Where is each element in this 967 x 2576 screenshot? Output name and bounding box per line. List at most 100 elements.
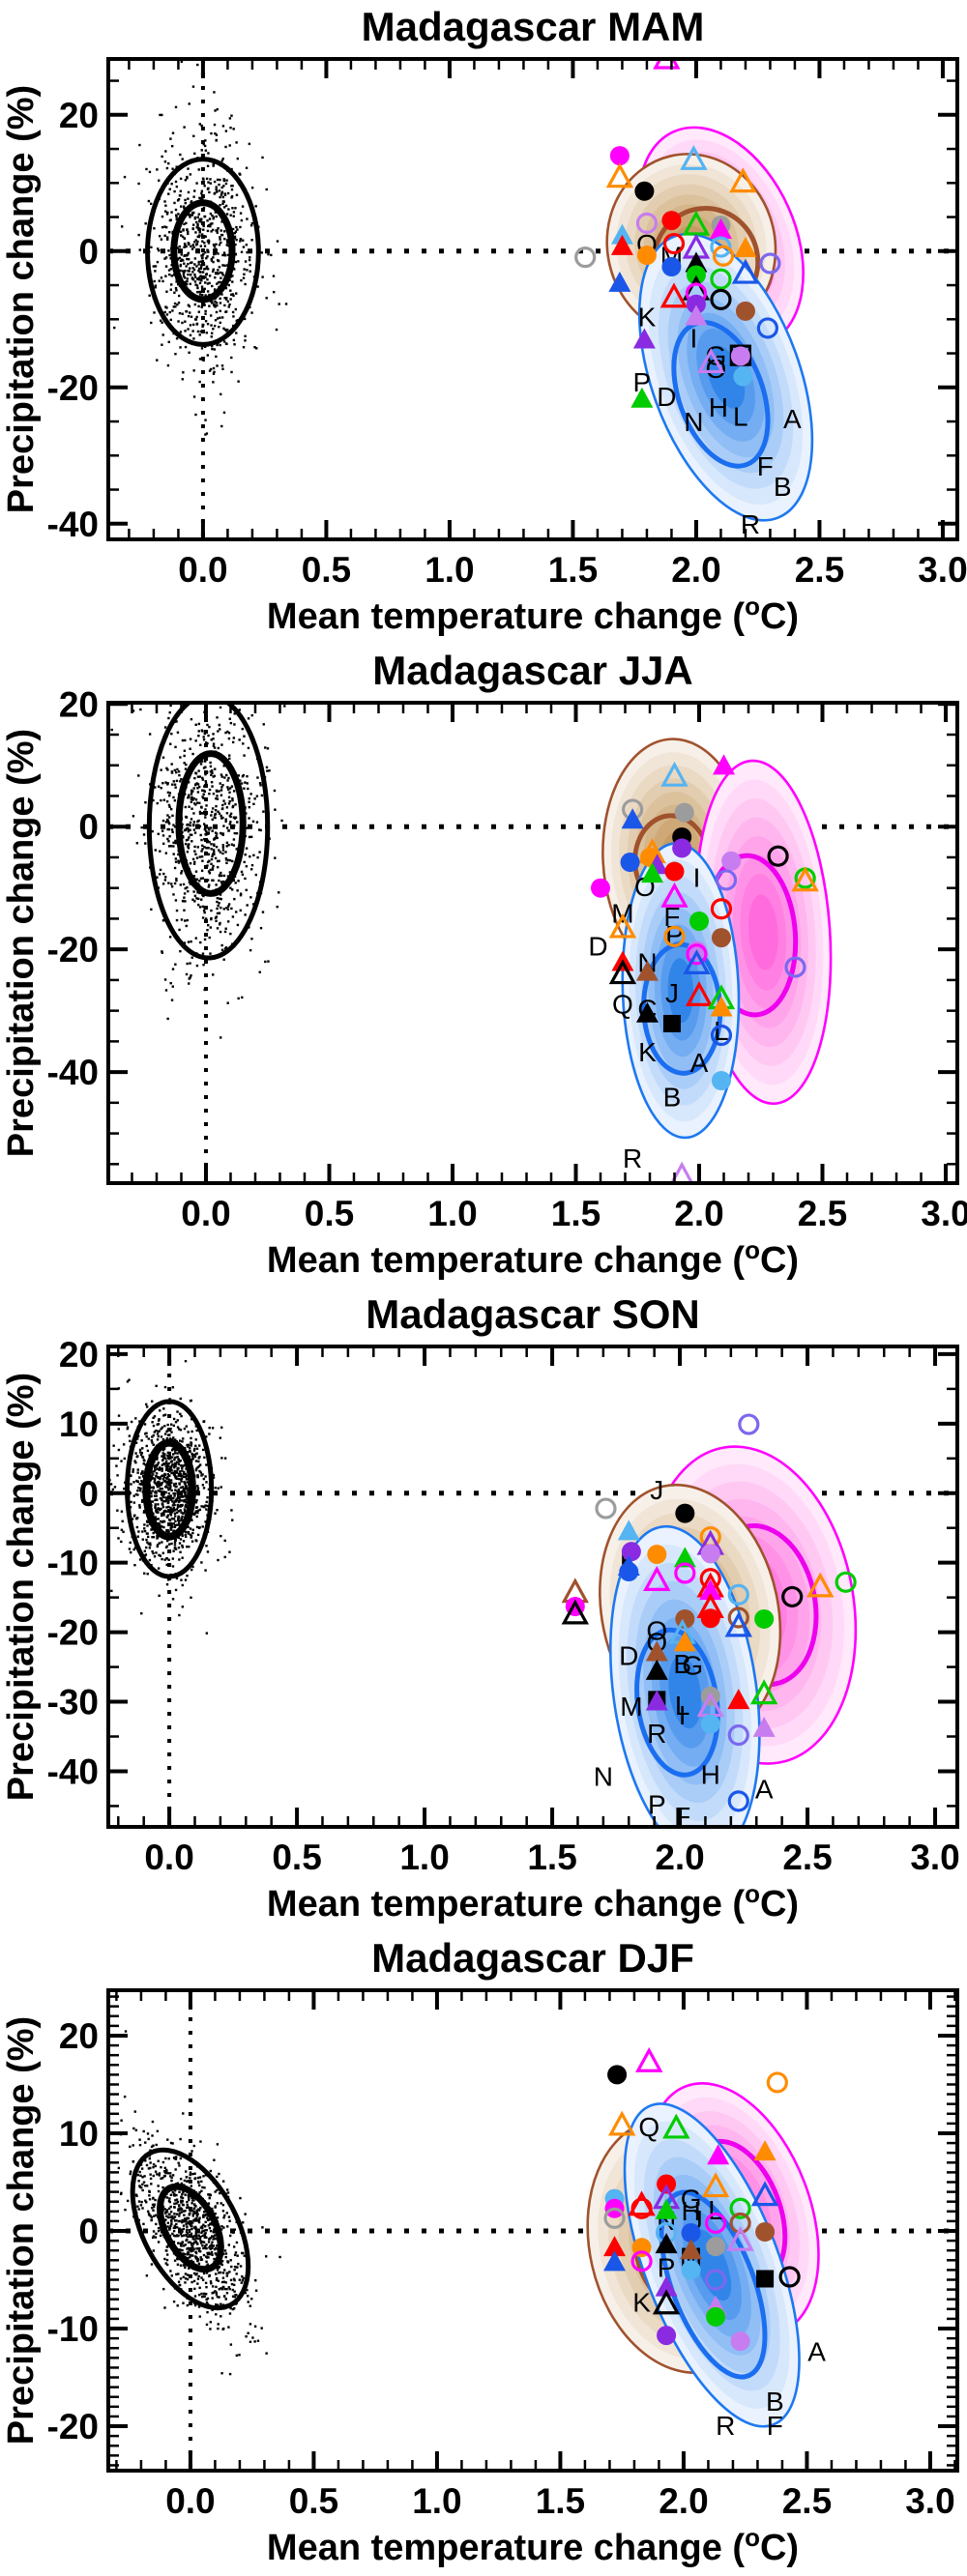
- plum-open-triangle: [726, 2225, 754, 2251]
- model-markers: [591, 754, 819, 1183]
- model-letter: K: [632, 2288, 651, 2318]
- x-tick-label: 0.0: [178, 550, 227, 590]
- blue-filled-triangle: [603, 2250, 627, 2272]
- brown-filled-circle: [735, 301, 755, 321]
- model-letter: I: [679, 1700, 687, 1730]
- plot-frame: [106, 57, 959, 541]
- orange-filled-triangle: [753, 2140, 777, 2161]
- green-open-circle: [835, 1571, 857, 1593]
- black-open-triangle: [608, 959, 637, 985]
- green-filled-triangle: [641, 862, 664, 883]
- blue-open-circle: [727, 1790, 749, 1812]
- green-open-triangle: [749, 1679, 778, 1705]
- model-letter: R: [716, 2411, 735, 2441]
- model-letter: Q: [638, 2112, 659, 2142]
- model-markers: [561, 1413, 857, 1812]
- magenta-filled-triangle: [699, 1579, 722, 1601]
- y-axis-label: Precipitation change (%): [1, 729, 42, 1157]
- green-open-circle: [729, 2197, 751, 2219]
- model-letter: I: [693, 862, 701, 892]
- skyblue-filled-circle: [711, 1070, 731, 1090]
- black-open-triangle: [652, 2289, 681, 2315]
- model-letter: A: [807, 2336, 826, 2366]
- model-letter: R: [741, 509, 760, 539]
- orange-open-triangle: [605, 162, 634, 188]
- x-tick-label: 1.0: [425, 550, 474, 590]
- model-letter: H: [709, 392, 728, 422]
- x-tick-label: 0.5: [302, 550, 351, 590]
- purple-filled-triangle: [632, 328, 656, 349]
- orange-open-triangle: [806, 1572, 835, 1598]
- red-filled-triangle: [610, 234, 633, 255]
- blue-open-triangle: [731, 258, 760, 284]
- orange-open-circle: [712, 245, 735, 267]
- x-axis-label: Mean temperature change (oC): [267, 2523, 799, 2568]
- red-filled-circle: [664, 861, 685, 882]
- black-filled-triangle: [655, 2233, 678, 2254]
- x-tick-label: 1.5: [551, 1194, 601, 1233]
- y-tick-label: -20: [47, 2407, 99, 2446]
- red-filled-triangle: [727, 1689, 750, 1710]
- green-filled-triangle: [630, 387, 654, 408]
- red-filled-circle: [700, 1608, 720, 1629]
- model-letter: R: [623, 1143, 642, 1173]
- skyblue-open-triangle: [680, 145, 708, 170]
- panel-madagascar-son: Madagascar SON JKOQDBGMLIRNHAPF0.00.51.0…: [0, 1288, 967, 1931]
- model-letter: H: [681, 2196, 700, 2226]
- model-letter: K: [638, 1037, 657, 1067]
- model-letter: B: [673, 1649, 691, 1679]
- x-tick-label: 2.0: [655, 1838, 704, 1877]
- x-tick-label: 3.0: [921, 1194, 967, 1233]
- skyblue-filled-triangle: [617, 1520, 640, 1541]
- panel-title: Madagascar JJA: [372, 648, 693, 693]
- magenta-open-triangle: [635, 2046, 663, 2072]
- model-letter: Q: [612, 990, 633, 1020]
- model-markers: [574, 59, 781, 408]
- model-letter: M: [620, 1692, 642, 1722]
- skyblue-filled-triangle: [610, 223, 633, 245]
- panel-plot: OIMFPDNJQCLKABR0.00.51.01.52.02.53.0200-…: [0, 644, 967, 1288]
- plum-filled-circle: [730, 346, 750, 366]
- orange-filled-circle: [636, 246, 657, 266]
- orange-open-triangle: [791, 866, 819, 892]
- y-tick-label: 0: [78, 2212, 99, 2251]
- model-letter: F: [757, 451, 774, 481]
- natural-variability-ellipse: [157, 2183, 224, 2273]
- panel-madagascar-jja: Madagascar JJA OIMFPDNJQCLKABR0.00.51.01…: [0, 644, 967, 1288]
- grey-filled-circle: [674, 802, 694, 823]
- blue-open-circle: [710, 1024, 733, 1047]
- y-tick-label: 20: [59, 684, 99, 724]
- black-filled-circle: [634, 181, 655, 201]
- y-axis-label: Precipitation change (%): [1, 1373, 42, 1801]
- model-letter: J: [665, 978, 679, 1008]
- x-tick-label: 0.5: [272, 1838, 321, 1877]
- red-filled-circle: [661, 211, 682, 231]
- x-tick-label: 0.5: [289, 2481, 338, 2521]
- panel-madagascar-mam: Madagascar MAM QMKIGOPDHLNAFBR0.00.51.01…: [0, 0, 967, 644]
- magenta-open-circle: [686, 943, 708, 966]
- panel-title: Madagascar SON: [366, 1291, 699, 1337]
- green-filled-triangle: [655, 2198, 678, 2219]
- x-tick-label: 2.5: [782, 1838, 832, 1877]
- blue-filled-triangle: [621, 808, 644, 829]
- model-letter: L: [733, 401, 748, 431]
- magenta-open-triangle: [643, 1566, 671, 1591]
- plum-filled-triangle: [752, 1716, 776, 1737]
- green-filled-circle: [689, 911, 710, 931]
- panel-title: Madagascar MAM: [362, 4, 705, 49]
- purple-filled-circle: [657, 2326, 677, 2346]
- black-filled-square: [662, 1014, 681, 1032]
- magenta-filled-circle: [591, 878, 611, 898]
- y-tick-label: -10: [47, 2309, 99, 2349]
- y-tick-label: -10: [47, 1544, 99, 1583]
- x-tick-label: 3.0: [918, 550, 967, 590]
- model-letter: O: [646, 1615, 667, 1645]
- plum-filled-circle: [730, 2331, 750, 2352]
- model-letter: D: [588, 931, 607, 961]
- y-tick-label: 10: [59, 2114, 99, 2154]
- panel-madagascar-djf: Madagascar DJF QNGHJLMPKABRF0.00.51.01.5…: [0, 1931, 967, 2575]
- black-filled-circle: [675, 1503, 695, 1523]
- brown-filled-triangle: [680, 2239, 703, 2260]
- plum-filled-circle: [700, 1544, 720, 1564]
- black-open-triangle: [561, 1599, 590, 1625]
